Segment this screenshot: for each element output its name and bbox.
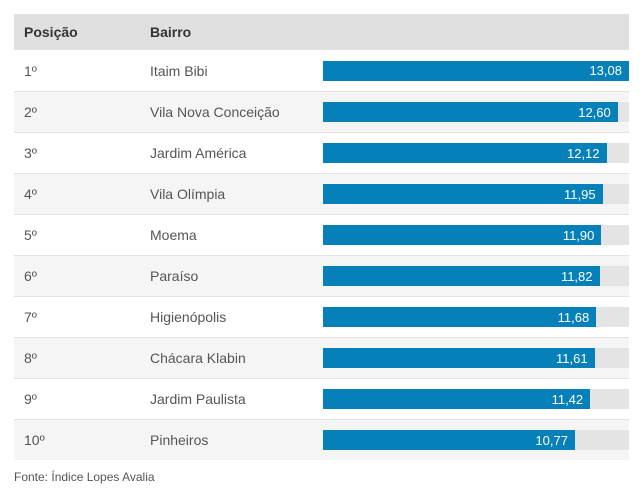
neighborhood-cell: Itaim Bibi (150, 62, 208, 79)
neighborhood-cell: Vila Nova Conceição (150, 104, 280, 120)
table-header: Posição Bairro (14, 14, 629, 50)
bar-cell: 11,82 (323, 266, 629, 286)
bar-value-label: 10,77 (535, 432, 568, 448)
bar-track: 11,90 (323, 225, 629, 245)
neighborhood-cell: Higienópolis (150, 309, 227, 325)
table-row: 3º Jardim América 12,12 (14, 132, 629, 173)
column-header-position: Posição (24, 24, 78, 40)
value-bar: 11,42 (323, 389, 591, 409)
neighborhood-cell: Paraíso (150, 268, 199, 284)
bar-track: 11,42 (323, 389, 629, 409)
position-cell: 5º (24, 227, 37, 243)
table-row: 1º Itaim Bibi 13,08 (14, 50, 629, 91)
position-cell: 8º (24, 350, 37, 366)
bar-value-label: 11,82 (560, 268, 593, 284)
value-bar: 13,08 (323, 60, 629, 81)
position-cell: 4º (24, 186, 37, 202)
bar-value-label: 11,42 (551, 391, 584, 407)
table-row: 9º Jardim Paulista 11,42 (14, 378, 629, 419)
neighborhood-cell: Chácara Klabin (150, 350, 246, 366)
bar-cell: 11,90 (323, 225, 629, 245)
position-cell: 1º (24, 62, 37, 79)
neighborhood-cell: Moema (150, 227, 197, 243)
table-row: 4º Vila Olímpia 11,95 (14, 173, 629, 214)
position-cell: 6º (24, 268, 37, 284)
bar-cell: 10,77 (323, 430, 629, 450)
bar-value-label: 11,90 (562, 227, 595, 243)
value-bar: 10,77 (323, 430, 575, 450)
table-row: 2º Vila Nova Conceição 12,60 (14, 91, 629, 132)
bar-track: 13,08 (323, 60, 629, 81)
bar-track: 12,12 (323, 143, 629, 163)
position-cell: 3º (24, 145, 37, 161)
table-row: 7º Higienópolis 11,68 (14, 296, 629, 337)
value-bar: 11,82 (323, 266, 600, 286)
value-bar: 11,68 (323, 307, 597, 327)
bar-cell: 11,42 (323, 389, 629, 409)
bar-track: 11,95 (323, 184, 629, 204)
bar-track: 12,60 (323, 102, 629, 122)
bar-cell: 11,68 (323, 307, 629, 327)
bar-cell: 11,95 (323, 184, 629, 204)
value-bar: 11,90 (323, 225, 602, 245)
neighborhood-cell: Jardim Paulista (150, 391, 246, 407)
bar-track: 11,61 (323, 348, 629, 368)
position-cell: 7º (24, 309, 37, 325)
table-row: 10º Pinheiros 10,77 (14, 419, 629, 460)
source-note: Fonte: Índice Lopes Avalia (14, 470, 155, 484)
table-row: 8º Chácara Klabin 11,61 (14, 337, 629, 378)
bar-cell: 12,12 (323, 143, 629, 163)
table-row: 6º Paraíso 11,82 (14, 255, 629, 296)
bar-cell: 13,08 (323, 60, 629, 81)
neighborhood-cell: Vila Olímpia (150, 186, 226, 202)
rows-container: 1º Itaim Bibi 13,08 2º Vila Nova Conceiç… (14, 50, 629, 460)
value-bar: 12,12 (323, 143, 607, 163)
value-bar: 11,95 (323, 184, 603, 204)
bar-value-label: 11,95 (563, 186, 596, 202)
value-bar: 12,60 (323, 102, 618, 122)
position-cell: 2º (24, 104, 37, 120)
bar-value-label: 11,61 (556, 350, 588, 366)
column-header-neighborhood: Bairro (150, 24, 192, 40)
bar-value-label: 11,68 (557, 309, 590, 325)
position-cell: 9º (24, 391, 37, 407)
bar-track: 10,77 (323, 430, 629, 450)
bar-cell: 11,61 (323, 348, 629, 368)
value-bar: 11,61 (323, 348, 595, 368)
bar-value-label: 12,12 (566, 145, 600, 161)
bar-value-label: 12,60 (578, 104, 611, 120)
table-row: 5º Moema 11,90 (14, 214, 629, 255)
neighborhood-cell: Jardim América (150, 145, 247, 161)
position-cell: 10º (24, 432, 45, 448)
bar-cell: 12,60 (323, 102, 629, 122)
bar-track: 11,82 (323, 266, 629, 286)
bar-value-label: 13,08 (589, 63, 622, 78)
neighborhood-cell: Pinheiros (150, 432, 209, 448)
ranking-table: Posição Bairro 1º Itaim Bibi 13,08 2º Vi… (14, 14, 629, 460)
bar-track: 11,68 (323, 307, 629, 327)
